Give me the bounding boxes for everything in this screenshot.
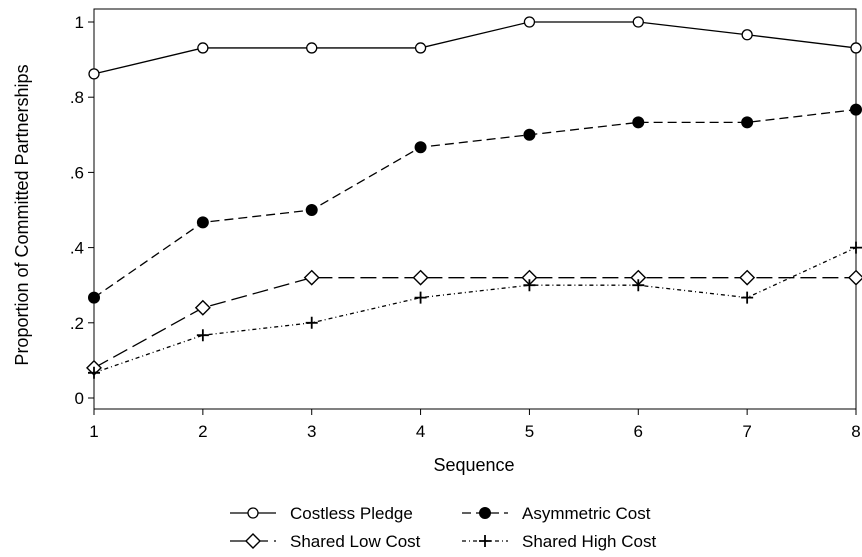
legend-label: Shared High Cost	[522, 532, 656, 551]
series-line	[93, 247, 857, 374]
data-point	[412, 269, 429, 286]
x-axis-title: Sequence	[433, 455, 514, 475]
data-point	[196, 216, 209, 229]
legend-label: Costless Pledge	[290, 504, 413, 523]
series-layer	[86, 16, 862, 379]
y-tick-label: .6	[70, 163, 84, 182]
data-point	[850, 241, 862, 254]
x-tick-label: 7	[742, 422, 751, 441]
data-point	[414, 141, 427, 154]
legend-marker	[247, 507, 259, 519]
y-tick-label: .4	[70, 239, 84, 258]
data-point	[414, 42, 427, 54]
legend-label: Asymmetric Cost	[522, 504, 651, 523]
series-shared-low-cost	[86, 269, 862, 376]
data-point	[523, 16, 536, 28]
y-tick-label: .8	[70, 88, 84, 107]
data-point	[305, 316, 318, 329]
data-point	[632, 16, 644, 28]
data-point	[197, 42, 209, 54]
data-point	[741, 29, 753, 41]
plot-area	[93, 8, 857, 410]
data-point	[523, 279, 536, 292]
data-point	[306, 42, 318, 54]
legend-marker	[245, 533, 261, 549]
legend-item: Shared High Cost	[462, 532, 656, 551]
data-point	[848, 269, 862, 286]
y-tick-label: .2	[70, 314, 84, 333]
x-axis: 1 2 3 4 5 6 7 8	[89, 409, 861, 441]
x-tick-label: 2	[198, 422, 207, 441]
x-tick-label: 6	[634, 422, 643, 441]
y-tick-label: 0	[75, 389, 84, 408]
series-line	[93, 21, 857, 75]
data-point	[632, 116, 645, 129]
data-point	[523, 128, 536, 141]
data-point	[741, 116, 754, 129]
x-tick-label: 3	[307, 422, 316, 441]
legend-marker	[479, 507, 491, 519]
series-costless-pledge	[88, 16, 862, 80]
data-point	[303, 269, 320, 286]
legend-marker	[479, 535, 491, 547]
legend-item: Costless Pledge	[230, 504, 413, 523]
data-point	[850, 103, 862, 116]
data-point	[194, 299, 211, 316]
data-point	[88, 291, 100, 304]
x-tick-label: 5	[525, 422, 534, 441]
data-point	[88, 366, 100, 379]
x-tick-label: 8	[851, 422, 860, 441]
data-point	[850, 42, 862, 54]
data-point	[739, 269, 756, 286]
data-point	[196, 329, 209, 342]
y-axis-title: Proportion of Committed Partnerships	[12, 64, 32, 365]
data-point	[88, 68, 100, 80]
data-point	[632, 279, 645, 292]
x-tick-label: 1	[89, 422, 98, 441]
y-tick-label: 1	[75, 13, 84, 32]
legend-item: Shared Low Cost	[230, 532, 421, 551]
series-shared-high-cost	[88, 241, 862, 379]
legend-item: Asymmetric Cost	[462, 504, 651, 523]
x-tick-label: 4	[416, 422, 425, 441]
data-point	[305, 204, 318, 216]
legend-label: Shared Low Cost	[290, 532, 421, 551]
legend: Costless Pledge Asymmetric Cost Shared Low…	[230, 504, 656, 551]
series-line	[93, 277, 856, 369]
data-point	[414, 291, 427, 304]
y-axis: 0 .2 .4 .6 .8 1	[70, 13, 94, 408]
data-point	[741, 291, 754, 304]
series-asymmetric-cost	[88, 103, 862, 304]
series-line	[93, 108, 857, 299]
